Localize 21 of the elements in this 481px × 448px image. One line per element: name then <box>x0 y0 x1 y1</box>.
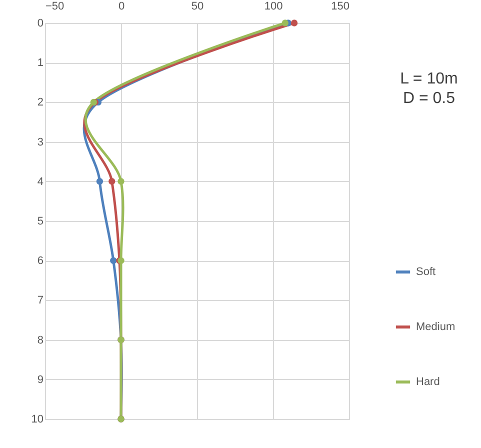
y-tick-label: 0 <box>37 18 44 30</box>
y-tick-label: 9 <box>37 374 44 386</box>
y-tick-label: 7 <box>37 294 44 307</box>
legend-label: Hard <box>416 376 440 388</box>
y-tick-label: 2 <box>37 96 44 109</box>
x-tick-label: 0 <box>118 0 125 12</box>
text: L = 10m <box>400 70 458 88</box>
x-tick-label: 50 <box>191 0 204 12</box>
y-tick-label: 3 <box>37 136 44 148</box>
x-tick-label: −50 <box>46 0 64 12</box>
text: D = 0.5 <box>402 90 456 108</box>
y-tick-label: 4 <box>37 176 44 188</box>
y-tick-label: 8 <box>37 334 44 346</box>
legend-label: Medium <box>416 321 456 333</box>
y-tick-label: 10 <box>31 414 44 426</box>
x-tick-label: 100 <box>264 0 283 12</box>
y-tick-label: 5 <box>37 216 44 228</box>
y-tick-label: 6 <box>37 255 44 268</box>
y-tick-label: 1 <box>37 57 44 70</box>
x-tick-label: 150 <box>331 0 350 12</box>
legend-label: Soft <box>416 266 436 278</box>
